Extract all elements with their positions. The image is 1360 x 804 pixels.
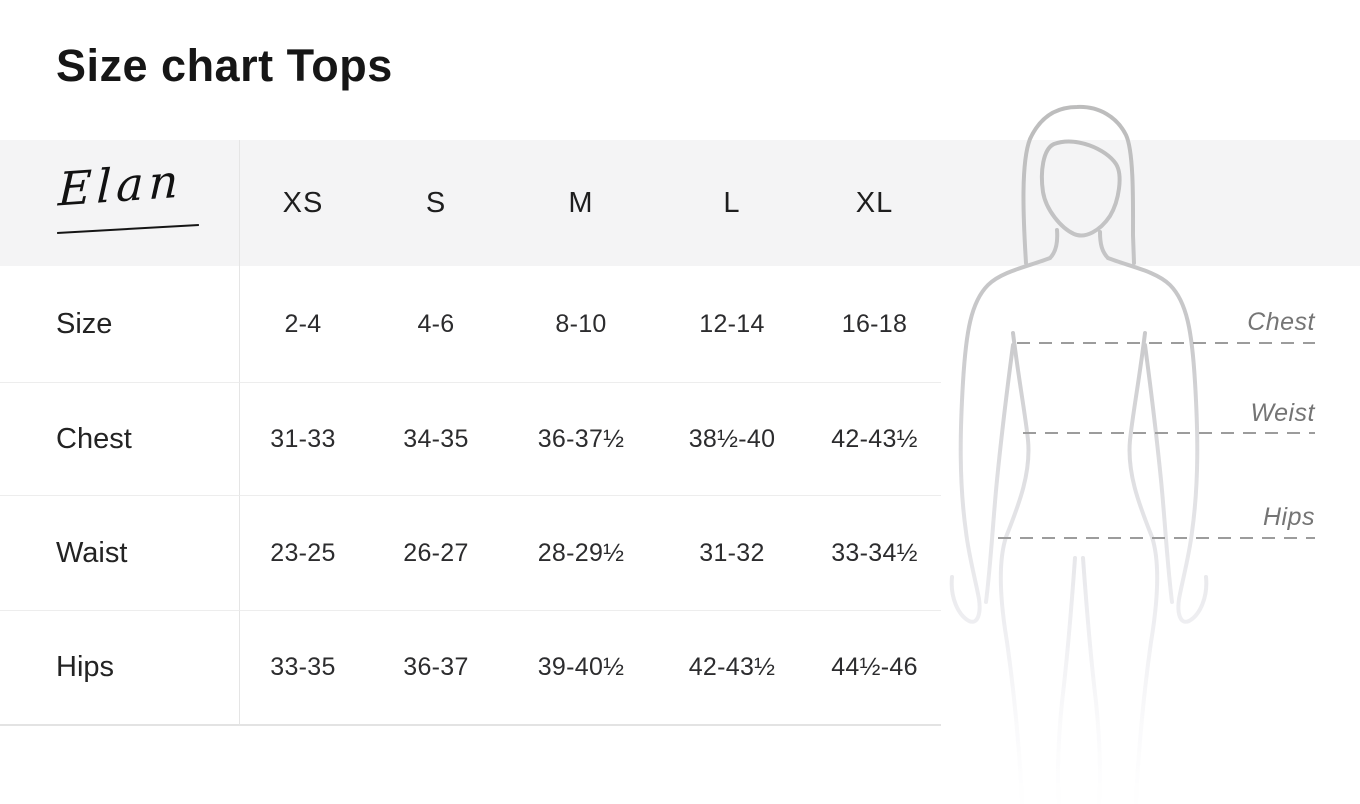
size-s-value: 4-6 [366, 266, 506, 383]
chest-xs-value: 31-33 [240, 383, 366, 496]
column-header-xs: XS [282, 186, 324, 219]
page-title: Size chart Tops [56, 40, 393, 91]
hips-s-value: 36-37 [366, 611, 506, 726]
hips-m-value: 39-40½ [506, 611, 656, 726]
chest-dashed-line [1017, 342, 1315, 344]
waist-xl-value: 33-34½ [808, 496, 941, 611]
chest-l-value: 38½-40 [656, 383, 808, 496]
column-header-xl: XL [855, 186, 894, 219]
hips-xl-value: 44½-46 [808, 611, 941, 726]
chest-m-value: 36-37½ [506, 383, 656, 496]
waist-m-value: 28-29½ [506, 496, 656, 611]
waist-dashed-line [1023, 432, 1315, 434]
row-label-size: Size [0, 266, 240, 383]
waist-measure-label: Weist [1250, 399, 1315, 427]
row-label-chest: Chest [0, 383, 240, 496]
chest-xl-value: 42-43½ [808, 383, 941, 496]
row-label-hips: Hips [0, 611, 240, 726]
size-l-value: 12-14 [656, 266, 808, 383]
chest-measure-label: Chest [1247, 308, 1315, 336]
hips-dashed-line [998, 537, 1315, 539]
brand-logo-cell: Elan [0, 140, 240, 266]
hips-xs-value: 33-35 [240, 611, 366, 726]
waist-xs-value: 23-25 [240, 496, 366, 611]
hips-measure-label: Hips [1262, 503, 1315, 531]
hips-l-value: 42-43½ [656, 611, 808, 726]
brand-logo-underline [57, 224, 199, 234]
waist-s-value: 26-27 [366, 496, 506, 611]
body-measurement-figure [930, 104, 1220, 804]
chest-s-value: 34-35 [366, 383, 506, 496]
figure-bottom-fade [930, 640, 1220, 804]
brand-logo: Elan [0, 140, 239, 266]
column-header-l: L [723, 186, 741, 219]
brand-logo-text: Elan [57, 153, 185, 217]
row-label-waist: Waist [0, 496, 240, 611]
size-xs-value: 2-4 [240, 266, 366, 383]
waist-l-value: 31-32 [656, 496, 808, 611]
column-header-m: M [568, 186, 594, 219]
size-m-value: 8-10 [506, 266, 656, 383]
size-chart-table: Elan XS S M L XL Size 2-4 4-6 8-10 12-14… [0, 140, 941, 726]
size-xl-value: 16-18 [808, 266, 941, 383]
column-header-s: S [425, 186, 447, 219]
